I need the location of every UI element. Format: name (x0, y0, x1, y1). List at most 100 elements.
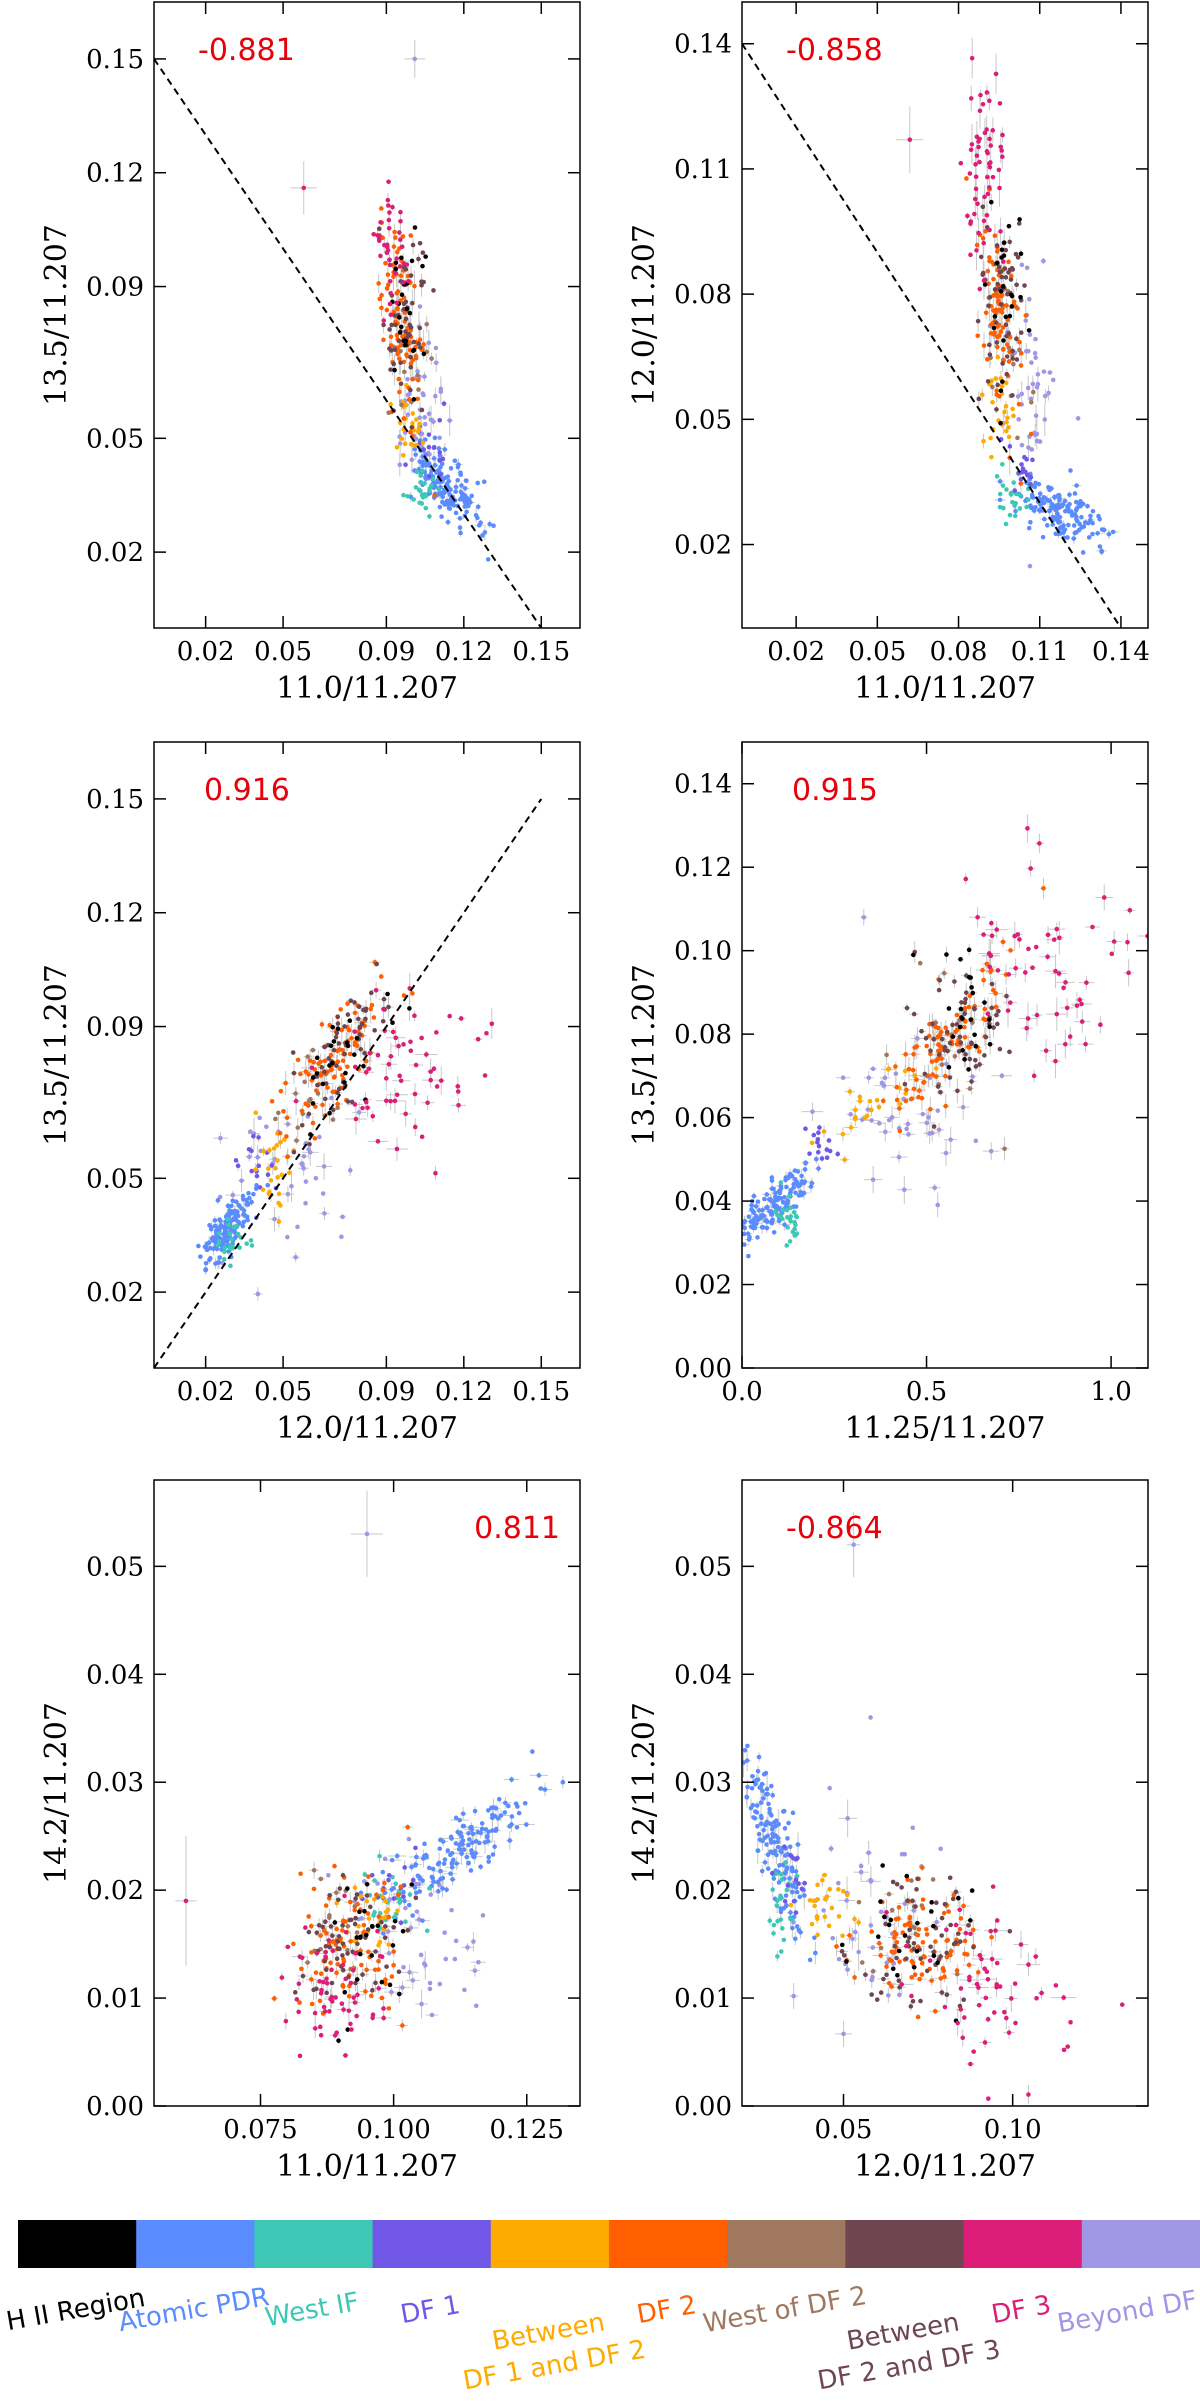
data-point (338, 1007, 344, 1012)
y-tick-label: 0.04 (674, 1187, 732, 1217)
data-point (352, 1029, 357, 1034)
data-point (217, 1194, 223, 1200)
data-point (926, 1033, 932, 1039)
data-point (1025, 348, 1031, 354)
data-point (955, 1088, 960, 1094)
data-point (994, 474, 1000, 479)
data-point (237, 1245, 242, 1250)
data-point (894, 1084, 900, 1090)
data-point (412, 283, 417, 289)
data-point (947, 1040, 953, 1046)
data-point (964, 176, 969, 181)
data-point (322, 1044, 327, 1050)
correlation-value: -0.881 (198, 33, 295, 68)
data-point (1073, 507, 1079, 513)
data-point (331, 1047, 337, 1053)
data-point (957, 1034, 963, 1040)
data-point (249, 1168, 254, 1174)
data-point (438, 472, 443, 477)
data-point (987, 964, 992, 970)
data-point (764, 1205, 769, 1211)
data-point (1030, 457, 1035, 463)
data-point (930, 1072, 935, 1077)
data-point (1038, 502, 1044, 508)
data-point (293, 1091, 298, 1096)
data-point (1045, 932, 1051, 938)
data-point (975, 318, 981, 324)
data-point (985, 268, 991, 274)
data-point (1051, 937, 1057, 942)
data-point (903, 1098, 909, 1104)
data-point (381, 318, 387, 323)
data-point (876, 1121, 882, 1126)
data-point (393, 260, 399, 266)
data-point (944, 1029, 950, 1035)
y-axis-label: 13.5/11.207 (39, 964, 74, 1146)
data-point (906, 1132, 911, 1137)
data-point (1076, 527, 1082, 533)
data-point (991, 293, 996, 298)
data-point (986, 1017, 992, 1022)
data-point (847, 1089, 853, 1094)
data-point (988, 331, 994, 336)
data-point (880, 1098, 886, 1104)
data-point (1001, 338, 1006, 343)
x-tick-label: 0.05 (254, 1377, 312, 1407)
data-point (410, 411, 416, 416)
data-point (993, 1004, 999, 1010)
data-point (933, 1066, 939, 1071)
data-point (384, 286, 390, 291)
data-point (937, 1048, 943, 1054)
data-point (410, 242, 416, 248)
data-point (401, 993, 407, 998)
data-point (387, 257, 392, 263)
data-point (821, 1129, 827, 1134)
x-tick-label: 0.15 (512, 637, 570, 667)
data-point (424, 321, 430, 327)
data-point (321, 1164, 327, 1169)
data-point (414, 469, 420, 475)
data-point (1033, 504, 1038, 510)
data-point (987, 164, 993, 170)
data-point (982, 1006, 988, 1012)
data-point (409, 258, 415, 264)
data-point (255, 1291, 261, 1297)
x-tick-label: 0.05 (254, 637, 312, 667)
data-point (377, 296, 383, 302)
data-point (404, 306, 410, 312)
data-point (1042, 516, 1047, 522)
data-point (1028, 519, 1033, 525)
data-point (987, 258, 992, 264)
data-point (1068, 509, 1074, 515)
data-point (987, 136, 992, 142)
data-point (745, 1231, 751, 1236)
data-point (1059, 502, 1065, 507)
data-point (237, 1203, 242, 1209)
data-point (1008, 277, 1014, 282)
data-point (1088, 513, 1093, 519)
data-point (1050, 377, 1056, 383)
data-point (256, 1163, 262, 1169)
data-point (267, 1189, 272, 1195)
y-tick-label: 0.00 (674, 1354, 732, 1384)
data-point (331, 1039, 337, 1044)
data-point (464, 509, 469, 515)
data-point (815, 1136, 821, 1142)
data-point (803, 1160, 808, 1166)
data-point (1026, 946, 1031, 952)
data-point (998, 229, 1003, 234)
data-point (411, 347, 417, 353)
data-point (857, 1094, 863, 1100)
data-point (306, 1072, 311, 1077)
data-point (293, 1254, 298, 1260)
data-point (384, 307, 390, 313)
data-point (792, 1219, 797, 1225)
data-point (783, 1177, 788, 1183)
data-point (958, 160, 964, 166)
data-point (299, 1122, 305, 1128)
data-point (368, 990, 374, 996)
data-point (1030, 389, 1036, 395)
data-point (973, 186, 979, 192)
data-point (1017, 492, 1023, 498)
data-point (418, 473, 423, 478)
